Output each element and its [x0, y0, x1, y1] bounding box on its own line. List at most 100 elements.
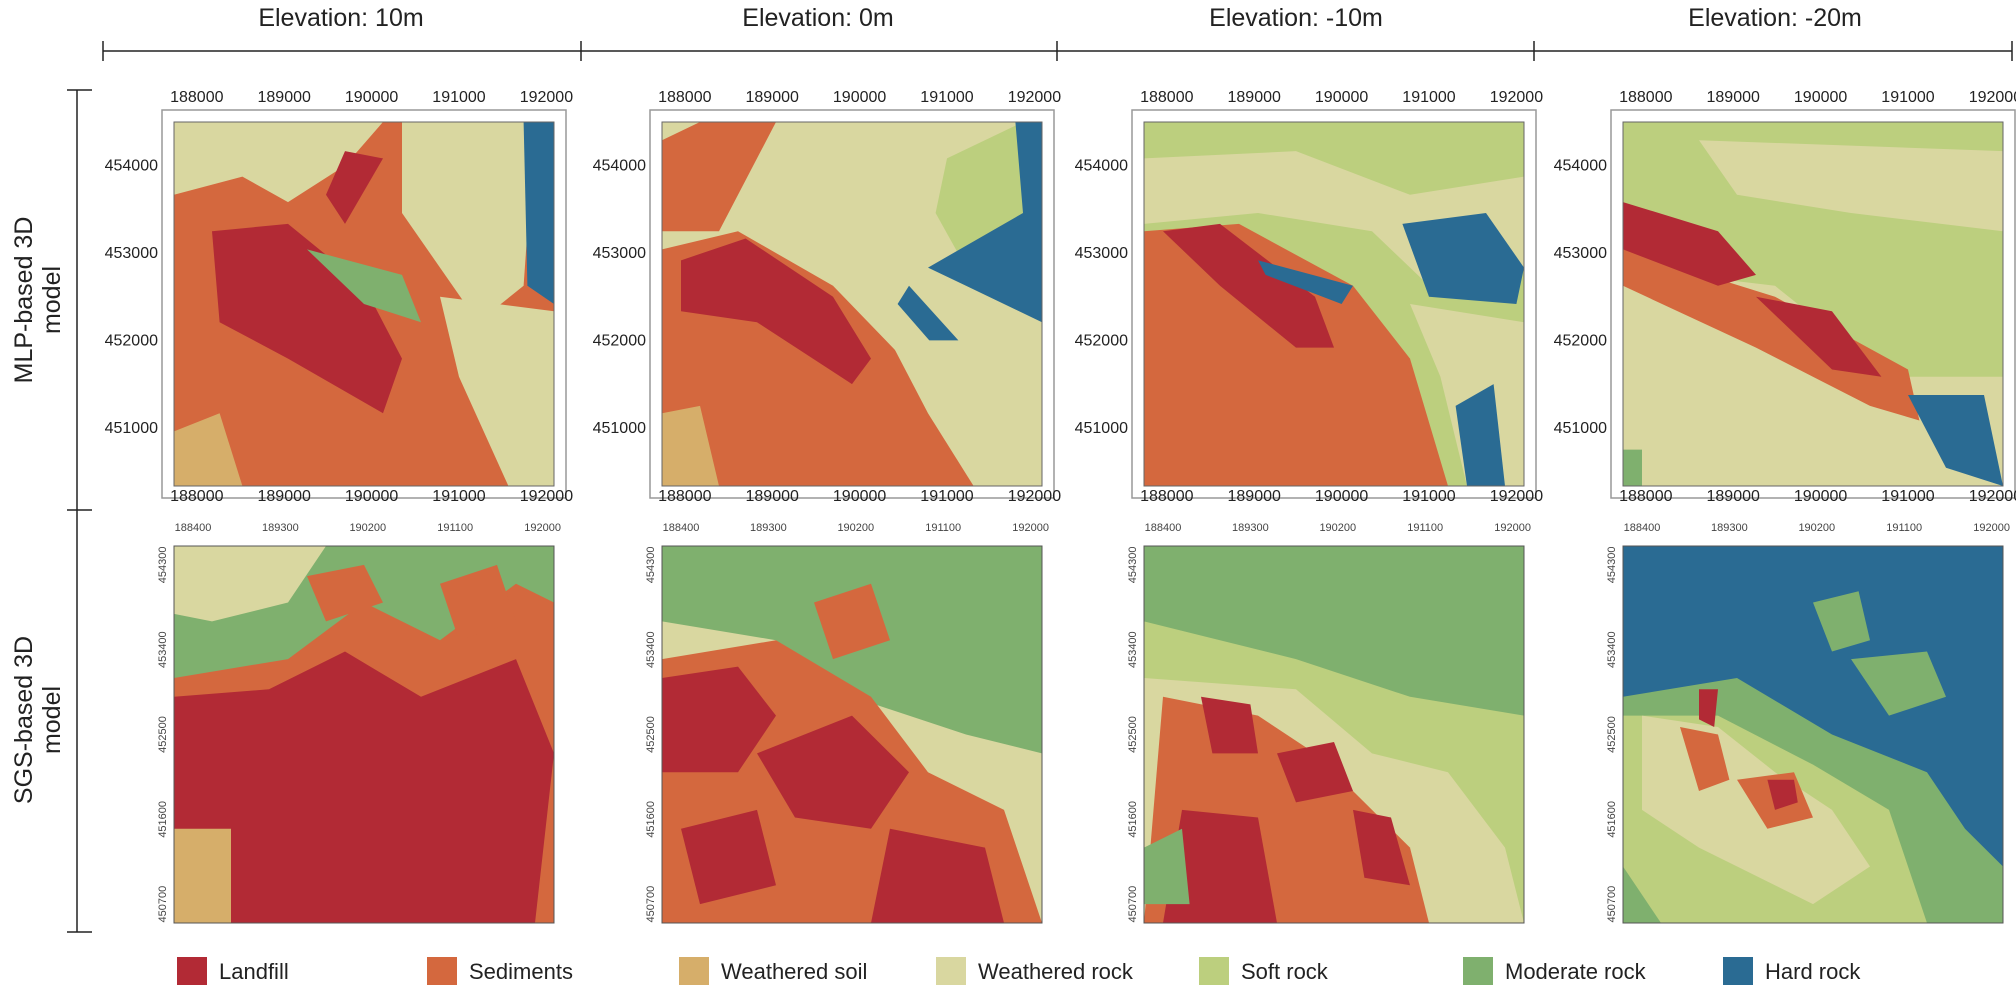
- mlp-map: [1144, 122, 1524, 486]
- map-region: [1144, 223, 1448, 486]
- y-tick-label: 451600: [645, 801, 657, 838]
- y-tick-label: 451000: [593, 420, 646, 437]
- y-tick-label: 454000: [1554, 158, 1607, 175]
- x-tick-label: 190000: [833, 488, 886, 505]
- map-region: [1455, 384, 1505, 486]
- map-region: [1851, 651, 1946, 716]
- x-tick-label: 189000: [746, 488, 799, 505]
- x-tick-label: 192000: [1969, 89, 2016, 106]
- x-tick-label: 190200: [1319, 522, 1356, 534]
- map-region: [1813, 591, 1870, 652]
- y-tick-label: 452500: [1606, 716, 1618, 753]
- x-tick-label: 191100: [925, 522, 961, 534]
- legend-swatch: [1723, 957, 1753, 985]
- x-tick-label: 189300: [750, 522, 787, 534]
- x-tick-label: 188000: [170, 488, 223, 505]
- column-header: Elevation: 10m: [258, 4, 423, 32]
- x-tick-label: 190000: [833, 89, 886, 106]
- x-tick-label: 190200: [1798, 522, 1835, 534]
- map-border: [1622, 545, 2004, 924]
- y-tick-label: 452000: [1075, 332, 1128, 349]
- mlp-map: [174, 122, 554, 486]
- x-tick-label: 190000: [1315, 488, 1368, 505]
- x-tick-label: 191000: [1402, 488, 1455, 505]
- y-tick-label: 451000: [105, 420, 158, 437]
- row-label-line: model: [38, 266, 66, 334]
- map-border: [661, 121, 1043, 487]
- map-region: [890, 340, 1042, 486]
- map-region: [681, 238, 871, 385]
- y-tick-label: 452000: [1554, 332, 1607, 349]
- map-region: [440, 296, 554, 486]
- map-region: [307, 249, 421, 323]
- row-label: SGS-based 3D model: [10, 636, 66, 804]
- row-label-line: SGS-based 3D: [10, 636, 38, 804]
- x-tick-label: 192000: [1008, 89, 1061, 106]
- map-region: [174, 828, 231, 923]
- legend-label: Soft rock: [1241, 959, 1329, 984]
- y-tick-label: 450700: [1606, 886, 1618, 923]
- map-region: [174, 546, 326, 622]
- y-tick-label: 454300: [645, 546, 657, 583]
- map-region: [440, 564, 516, 641]
- map-region: [1908, 395, 2003, 486]
- x-tick-label: 191000: [432, 488, 485, 505]
- x-tick-label: 190000: [345, 488, 398, 505]
- x-tick-label: 188400: [175, 522, 212, 534]
- map-region: [757, 715, 909, 829]
- y-tick-label: 454000: [593, 158, 646, 175]
- x-tick-label: 190200: [837, 522, 874, 534]
- x-tick-label: 188000: [1619, 89, 1672, 106]
- map-region: [681, 809, 776, 905]
- map-region: [174, 651, 554, 923]
- x-tick-label: 189000: [1707, 488, 1760, 505]
- mlp-map: [1623, 122, 2003, 486]
- x-tick-label: 191000: [1881, 488, 1934, 505]
- x-tick-label: 188000: [658, 488, 711, 505]
- x-tick-label: 188400: [663, 522, 700, 534]
- column-header: Elevation: -10m: [1209, 4, 1383, 32]
- x-tick-label: 189300: [262, 522, 299, 534]
- column-header: Elevation: -20m: [1688, 4, 1862, 32]
- y-tick-label: 452500: [1127, 716, 1139, 753]
- y-tick-label: 450700: [157, 886, 169, 923]
- x-tick-label: 190000: [1794, 89, 1847, 106]
- legend-swatch: [1199, 957, 1229, 985]
- legend-swatch: [1463, 957, 1493, 985]
- column-rule: [102, 41, 2013, 61]
- x-tick-label: 191100: [1407, 522, 1443, 534]
- x-tick-label: 189300: [1232, 522, 1269, 534]
- x-tick-label: 192000: [1973, 522, 2010, 534]
- map-region: [1756, 296, 1882, 377]
- row-label: MLP-based 3D model: [10, 217, 66, 384]
- x-tick-label: 189000: [746, 89, 799, 106]
- y-tick-label: 454300: [157, 546, 169, 583]
- legend-swatch: [679, 957, 709, 985]
- legend-swatch: [936, 957, 966, 985]
- map-region: [1623, 249, 1920, 421]
- x-tick-label: 191000: [920, 89, 973, 106]
- y-tick-label: 454300: [1606, 546, 1618, 583]
- legend-label: Sediments: [469, 959, 573, 984]
- x-tick-label: 192000: [1490, 488, 1543, 505]
- y-tick-label: 453400: [157, 631, 169, 668]
- x-tick-label: 192000: [520, 488, 573, 505]
- x-tick-label: 191000: [1881, 89, 1934, 106]
- x-tick-label: 191000: [432, 89, 485, 106]
- map-region: [402, 122, 535, 323]
- legend-label: Landfill: [219, 959, 289, 984]
- map-region: [307, 564, 383, 622]
- map-region: [928, 122, 1042, 323]
- map-region: [1353, 809, 1410, 886]
- legend-label: Weathered rock: [978, 959, 1134, 984]
- y-tick-label: 452000: [593, 332, 646, 349]
- map-region: [1680, 726, 1730, 792]
- map-region: [1144, 828, 1190, 905]
- map-region: [662, 666, 776, 773]
- row-rule: [67, 89, 92, 933]
- x-tick-label: 189000: [1707, 89, 1760, 106]
- x-tick-label: 188000: [658, 89, 711, 106]
- legend-swatch: [427, 957, 457, 985]
- x-tick-label: 189300: [1711, 522, 1748, 534]
